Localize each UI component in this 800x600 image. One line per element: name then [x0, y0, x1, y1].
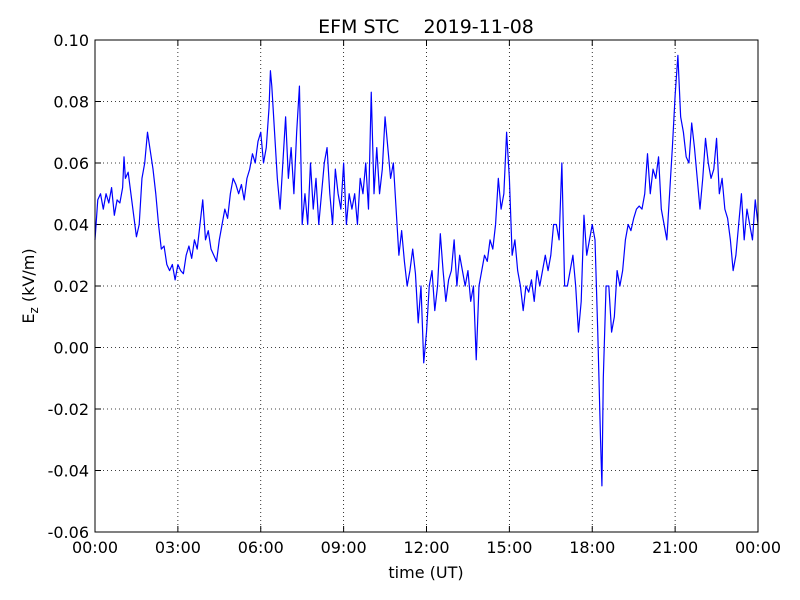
y-tick-label: -0.06 [48, 523, 89, 542]
x-tick-label: 15:00 [486, 538, 532, 557]
x-tick-label: 21:00 [652, 538, 698, 557]
y-label-rest: (kV/m) [19, 248, 38, 307]
x-tick-label: 12:00 [403, 538, 449, 557]
chart-title: EFM STC 2019-11-08 [318, 16, 534, 38]
x-axis-label: time (UT) [388, 563, 463, 582]
x-tick-label: 00:00 [72, 538, 118, 557]
y-axis-label: Ez (kV/m) [19, 248, 41, 323]
x-tick-label: 09:00 [321, 538, 367, 557]
y-tick-label: 0.06 [53, 154, 89, 173]
y-tick-label: 0.08 [53, 93, 89, 112]
y-tick-label: 0.02 [53, 277, 89, 296]
y-tick-label: -0.04 [48, 462, 89, 481]
plot-frame [94, 39, 759, 533]
y-tick-label: 0.00 [53, 339, 89, 358]
data-line [94, 54, 759, 487]
x-tick-label: 03:00 [155, 538, 201, 557]
x-tick-label: 06:00 [238, 538, 284, 557]
x-tick-label: 00:00 [735, 538, 781, 557]
y-label-base: E [19, 313, 38, 323]
x-tick-label: 18:00 [569, 538, 615, 557]
y-tick-label: 0.04 [53, 216, 89, 235]
y-tick-label: 0.10 [53, 31, 89, 50]
y-tick-label: -0.02 [48, 400, 89, 419]
y-label-sub: z [27, 307, 41, 313]
